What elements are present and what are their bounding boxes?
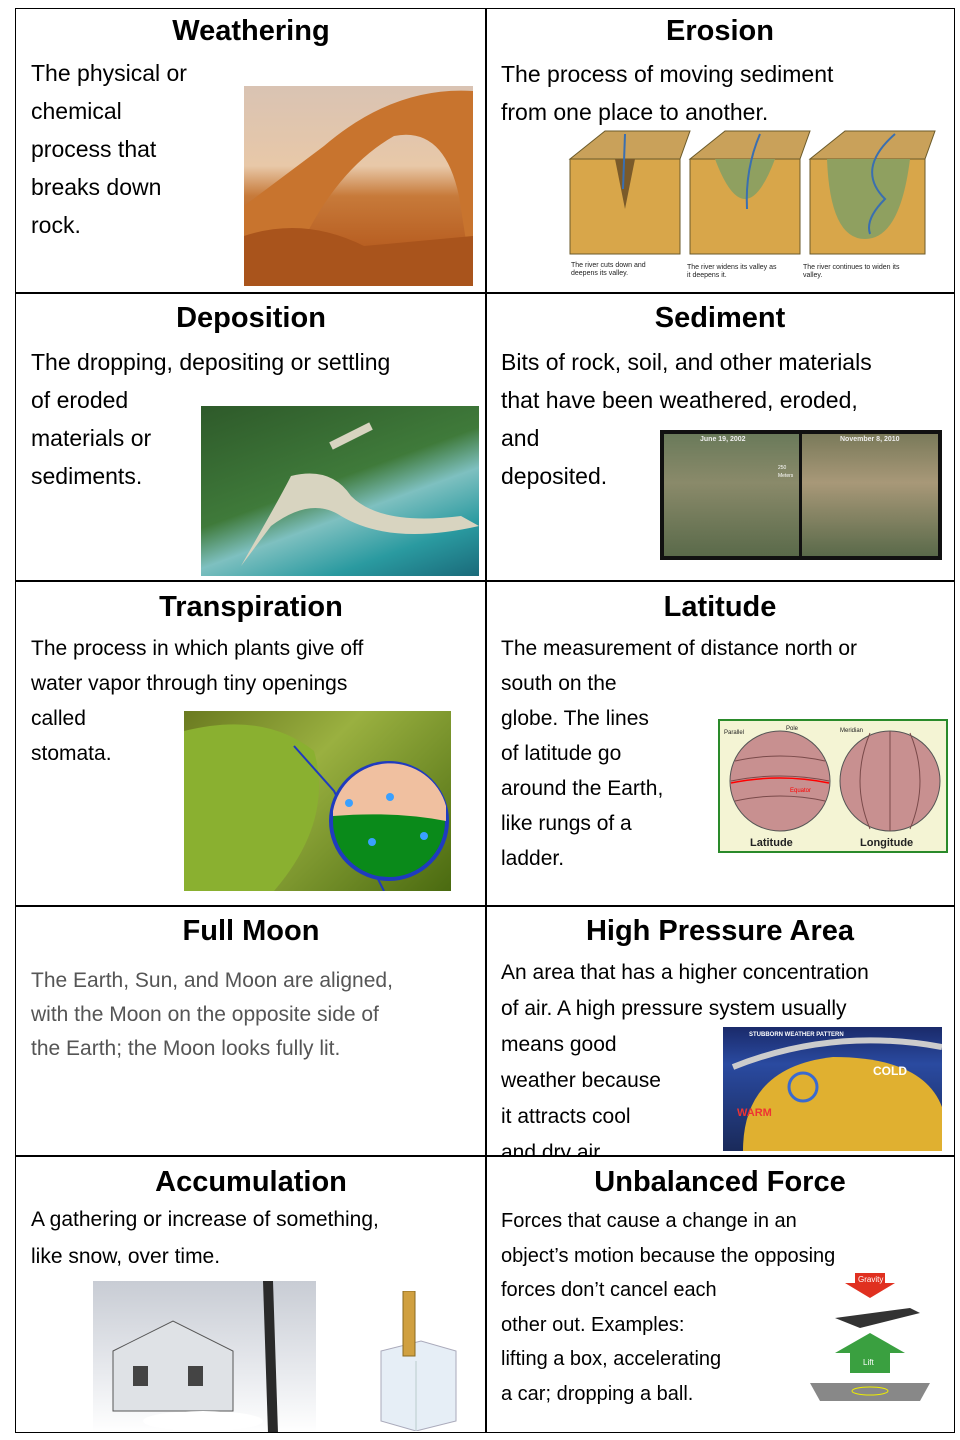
definition-line: An area that has a higher concentration [501,955,869,991]
globe-diagram: Parallel Pole Meridian Equator Latitude … [718,719,948,853]
definition-line: that have been weathered, eroded, [501,381,872,419]
globes [720,721,946,851]
term: Weathering [16,9,486,53]
definition-line: Bits of rock, soil, and other materials [501,343,872,381]
scale-label: 250 Meters [778,464,798,480]
cell: Unbalanced Force Forces that cause a cha… [485,1155,955,1433]
photo-arch [244,86,473,286]
definition-line: Forces that cause a change in an [501,1204,835,1239]
force-label: Gravity [858,1276,883,1284]
definition-line: The Earth, Sun, and Moon are aligned, [31,964,393,998]
snow-block [371,1291,459,1431]
photo-date: November 8, 2010 [840,436,900,444]
globe-label: Longitude [860,837,913,849]
weather-map: STUBBORN WEATHER PATTERN COLD WARM [723,1027,942,1151]
cell: Full Moon The Earth, Sun, and Moon are a… [15,905,487,1157]
cell: Deposition The dropping, depositing or s… [15,292,487,582]
definition-line: a car; dropping a ball. [501,1377,835,1412]
definition-line: process that [31,130,187,168]
photo-satellite: June 19, 2002 November 8, 2010 250 Meter… [660,430,942,560]
definition-line: the Earth; the Moon looks fully lit. [31,1032,393,1066]
definition-line: The process of moving sediment [501,55,833,93]
erosion-diagram: The river cuts down and deepens its vall… [565,129,941,291]
photo-snow-house [93,1281,316,1433]
block-drawing [371,1291,459,1431]
force-diagram: Gravity Lift [800,1273,940,1403]
term: Transpiration [16,585,486,629]
cell: High Pressure Area An area that has a hi… [485,905,955,1157]
term: Accumulation [16,1160,486,1204]
definition-line: object’s motion because the opposing [501,1239,835,1274]
globe-label: Meridian [840,727,863,735]
caption: The river continues to widen its valley. [803,264,903,280]
cell: Sediment Bits of rock, soil, and other m… [485,292,955,582]
definition-line: rock. [31,206,187,244]
definition-line: chemical [31,92,187,130]
stomata-drawing [184,711,451,891]
arch-drawing [244,86,473,286]
cell: Accumulation A gathering or increase of … [15,1155,487,1433]
definition-line: from one place to another. [501,93,833,131]
term: High Pressure Area [486,909,954,953]
force-drawing [800,1273,940,1403]
photo-date: June 19, 2002 [700,436,746,444]
definition-line: forces don’t cancel each [501,1273,835,1308]
definition-line: The dropping, depositing or settling [31,343,390,381]
definition-line: The physical or [31,54,187,92]
definition-line: The measurement of distance north or [501,631,857,666]
term: Sediment [486,296,954,340]
delta-drawing [201,406,479,576]
term: Latitude [486,585,954,629]
globe-label: Latitude [750,837,793,849]
map-drawing [723,1027,942,1151]
map-label: COLD [873,1065,907,1077]
cell: Transpiration The process in which plant… [15,580,487,907]
globe-label: Pole [786,725,798,733]
term: Deposition [16,296,486,340]
page: Weathering The physical orchemicalproces… [0,0,960,1440]
term: Full Moon [16,909,486,953]
photo-before [664,434,799,556]
photo-delta [201,406,479,576]
definition-line: water vapor through tiny openings [31,666,363,701]
globe-label: Parallel [724,729,744,737]
definition-line: like snow, over time. [31,1238,379,1275]
definition-line: The process in which plants give off [31,631,363,666]
definition-line: with the Moon on the opposite side of [31,998,393,1032]
force-label: Lift [863,1359,874,1367]
house-drawing [93,1281,316,1433]
map-label: WARM [737,1107,772,1119]
map-label: STUBBORN WEATHER PATTERN [749,1031,844,1039]
definition-line: south on the [501,666,857,701]
definition-line: breaks down [31,168,187,206]
photo-after [802,434,938,556]
term: Unbalanced Force [486,1160,954,1204]
definition-line: other out. Examples: [501,1308,835,1343]
caption: The river cuts down and deepens its vall… [571,262,666,278]
caption: The river widens its valley as it deepen… [687,264,777,280]
globe-label: Equator [790,787,811,795]
cell: Latitude The measurement of distance nor… [485,580,955,907]
definition-line: lifting a box, accelerating [501,1342,835,1377]
photo-leaf [184,711,451,891]
definition-line: of air. A high pressure system usually [501,991,869,1027]
definition-line: A gathering or increase of something, [31,1201,379,1238]
valley-blocks [565,129,941,257]
term: Erosion [486,9,954,53]
